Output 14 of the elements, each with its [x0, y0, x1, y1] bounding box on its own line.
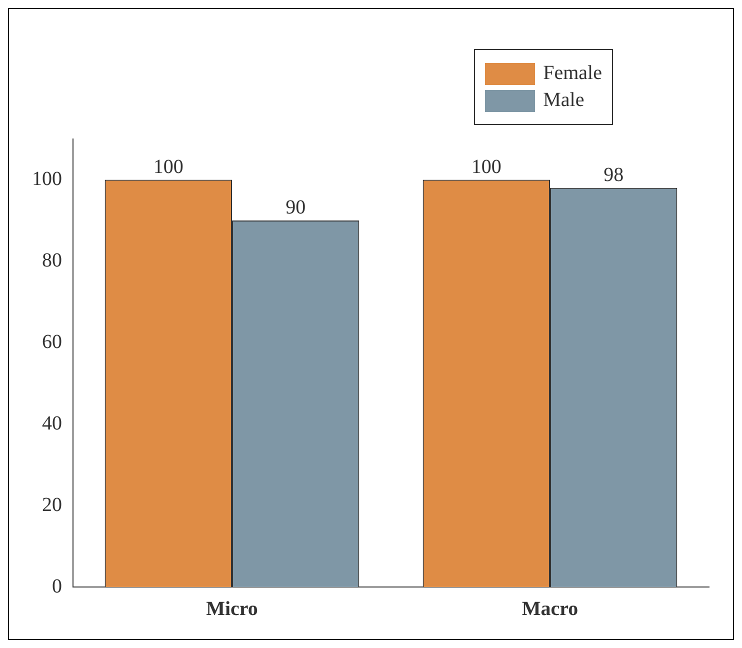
y-tick-label: 100: [32, 168, 62, 190]
y-tick-label: 0: [52, 575, 62, 598]
y-tick-label: 80: [42, 249, 62, 272]
data-label: 90: [286, 196, 306, 219]
legend-label: Female: [543, 62, 602, 85]
y-tick-label: 40: [42, 412, 62, 434]
data-label: 98: [604, 164, 624, 186]
y-tick-label: 20: [42, 494, 62, 516]
x-tick-label: Macro: [522, 598, 578, 620]
legend-label: Male: [543, 89, 584, 112]
x-tick-label: Micro: [206, 598, 258, 620]
data-label: 100: [153, 156, 184, 178]
y-tick-label: 60: [42, 330, 62, 353]
data-label: 100: [471, 156, 502, 178]
